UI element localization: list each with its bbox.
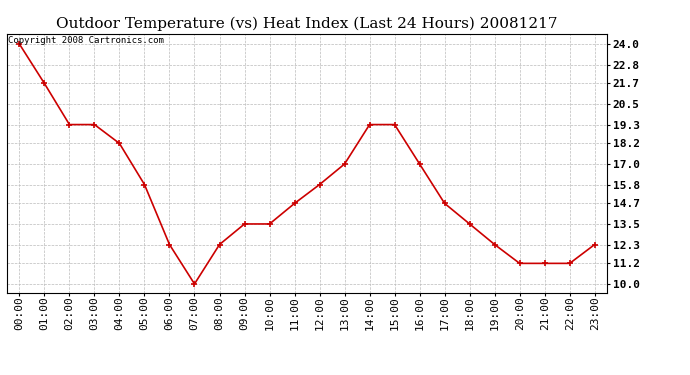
- Title: Outdoor Temperature (vs) Heat Index (Last 24 Hours) 20081217: Outdoor Temperature (vs) Heat Index (Las…: [57, 17, 558, 31]
- Text: Copyright 2008 Cartronics.com: Copyright 2008 Cartronics.com: [8, 36, 164, 45]
